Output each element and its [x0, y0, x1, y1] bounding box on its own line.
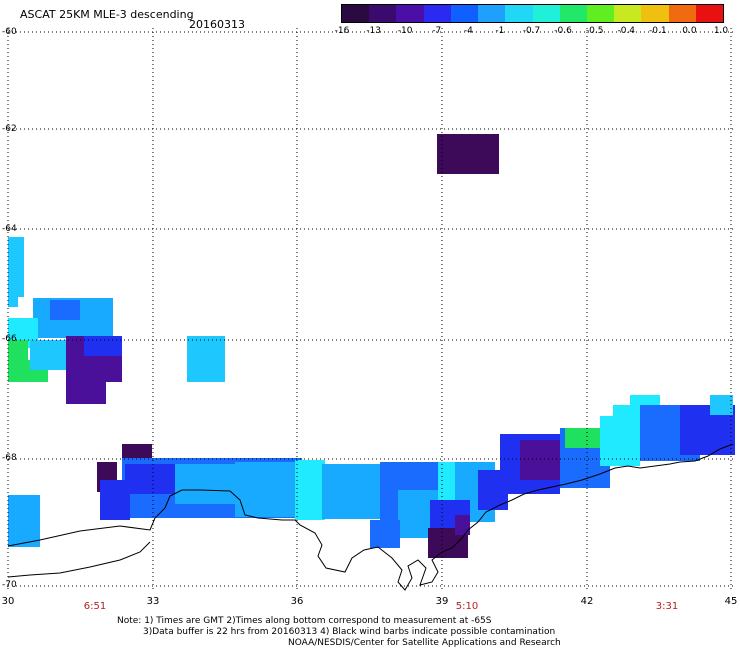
colorbar-segment	[450, 5, 479, 22]
wind-cell	[8, 297, 18, 307]
map-title: ASCAT 25KM MLE-3 descending	[20, 8, 194, 21]
time-label: 5:10	[455, 601, 479, 612]
map-date: 20160313	[189, 18, 245, 31]
colorbar	[341, 4, 724, 23]
lon-label: 36	[290, 596, 304, 607]
wind-cell	[175, 464, 235, 504]
note-line-3: NOAA/NESDIS/Center for Satellite Applica…	[288, 638, 561, 648]
colorbar-segment	[369, 5, 397, 22]
colorbar-segment	[505, 5, 533, 22]
colorbar-label: -16	[334, 26, 350, 36]
wind-cell	[370, 520, 400, 548]
wind-cell	[437, 134, 499, 174]
wind-cell	[187, 336, 225, 382]
wind-cell	[565, 428, 605, 448]
colorbar-segment	[614, 5, 642, 22]
colorbar-label: -0.1	[649, 26, 667, 36]
colorbar-label: -0.7	[522, 26, 541, 36]
colorbar-label: -10	[397, 26, 413, 36]
lon-label: 33	[146, 596, 160, 607]
lon-label: 30	[1, 596, 15, 607]
wind-cell	[710, 395, 733, 415]
coastline-lower	[7, 541, 151, 578]
time-label: 6:51	[83, 601, 107, 612]
colorbar-label: 0.0	[682, 26, 697, 36]
colorbar-label: 1.0	[713, 26, 729, 36]
wind-cell	[8, 495, 40, 547]
colorbar-label: -0.4	[617, 26, 636, 36]
colorbar-segment	[423, 5, 452, 22]
wind-cell	[235, 462, 295, 517]
wind-cell	[712, 420, 733, 450]
wind-cell	[30, 340, 66, 370]
antarctic-coastline	[7, 443, 734, 591]
wind-cell	[455, 515, 470, 535]
colorbar-label: -1	[495, 26, 505, 36]
wind-cell	[295, 460, 325, 520]
wind-cell	[50, 300, 80, 320]
wind-cell	[520, 440, 560, 480]
colorbar-segment	[478, 5, 506, 22]
wind-cell	[322, 464, 382, 519]
colorbar-label: -0.6	[554, 26, 572, 36]
time-label: 3:31	[655, 601, 679, 612]
lat-label: -62	[2, 124, 17, 134]
lon-label: 39	[435, 596, 449, 607]
note-line-1: Note: 1) Times are GMT 2)Times along bot…	[117, 616, 492, 626]
colorbar-label: -0.5	[585, 26, 604, 36]
colorbar-segment	[668, 5, 697, 22]
colorbar-segment	[532, 5, 561, 22]
colorbar-segment	[342, 5, 370, 22]
colorbar-segment	[695, 5, 724, 22]
colorbar-segment	[396, 5, 425, 22]
lon-label: 45	[724, 596, 738, 607]
wind-cell	[125, 464, 175, 494]
colorbar-label: -7	[432, 26, 442, 36]
lon-label: 42	[580, 596, 594, 607]
note-line-2: 3)Data buffer is 22 hrs from 20160313 4)…	[143, 627, 556, 637]
colorbar-segment	[559, 5, 588, 22]
colorbar-label: -4	[463, 26, 473, 36]
lat-label: -68	[2, 453, 17, 463]
colorbar-label: -13	[366, 26, 381, 36]
colorbar-segment	[641, 5, 670, 22]
map-grid	[7, 28, 733, 590]
wind-cell	[84, 336, 122, 356]
lat-label: -64	[2, 224, 17, 234]
wind-cell	[438, 462, 458, 502]
lat-label: -66	[2, 334, 17, 344]
wind-cell	[66, 370, 106, 404]
lat-label: -60	[2, 27, 17, 37]
lat-label: -70	[2, 580, 17, 590]
wind-cell	[8, 340, 28, 360]
colorbar-segment	[586, 5, 615, 22]
wind-data-cells	[8, 134, 735, 558]
wind-cell	[8, 237, 24, 297]
